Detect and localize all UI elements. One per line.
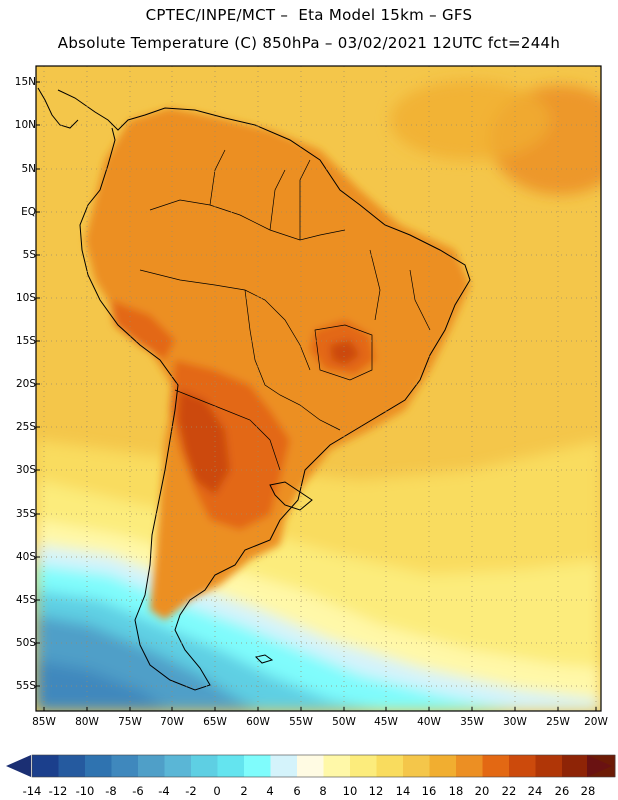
lat-label: 10S — [15, 292, 36, 304]
colorbar-swatch — [535, 755, 563, 777]
colorbar-label: 0 — [213, 784, 221, 798]
colorbar-swatch — [111, 755, 139, 777]
lat-label: 30S — [15, 464, 36, 476]
chart-title: CPTEC/INPE/MCT – Eta Model 15km – GFS — [145, 6, 473, 24]
colorbar-swatch — [270, 755, 298, 777]
colorbar-label: -10 — [75, 784, 95, 798]
colorbar-swatch — [244, 755, 271, 777]
lat-label: 15N — [14, 76, 36, 88]
country-borders — [139, 149, 431, 471]
colorbar-label: -6 — [132, 784, 144, 798]
colorbar-label: 10 — [342, 784, 358, 798]
colorbar-label: 12 — [368, 784, 384, 798]
colorbar-swatch — [350, 755, 377, 777]
lon-label: 35W — [460, 716, 484, 728]
colorbar-swatch — [376, 755, 404, 777]
colorbar-label: 24 — [527, 784, 543, 798]
axis-ticks — [36, 81, 597, 711]
temperature-field — [36, 66, 601, 711]
lon-label: 40W — [417, 716, 441, 728]
coastline — [37, 87, 471, 691]
colorbar-label: 4 — [266, 784, 274, 798]
lon-label: 60W — [246, 716, 270, 728]
lat-label: 40S — [15, 551, 36, 563]
lon-label: 65W — [203, 716, 227, 728]
lat-label: 35S — [15, 508, 36, 520]
colorbar-under-arrow — [6, 755, 31, 777]
lon-label: 55W — [289, 716, 313, 728]
lon-label: 50W — [332, 716, 356, 728]
colorbar-swatch — [323, 755, 351, 777]
lat-label: 50S — [15, 637, 36, 649]
colorbar-swatch — [297, 755, 324, 777]
colorbar-label: 28 — [580, 784, 596, 798]
lon-label: 30W — [503, 716, 527, 728]
colorbar-label: 26 — [554, 784, 570, 798]
lat-label: 55S — [15, 680, 36, 692]
colorbar-label: 20 — [474, 784, 490, 798]
lat-label: 45S — [15, 594, 36, 606]
colorbar-label: -2 — [185, 784, 197, 798]
colorbar-swatch — [191, 755, 218, 777]
colorbar-swatch — [403, 755, 430, 777]
colorbar-frame — [31, 754, 616, 778]
lon-label: 80W — [75, 716, 99, 728]
map-frame — [35, 65, 602, 712]
colorbar-swatch — [482, 755, 510, 777]
colorbar-label: -4 — [158, 784, 170, 798]
lat-label: 15S — [15, 335, 36, 347]
colorbar-swatch — [138, 755, 165, 777]
lat-label: 20S — [15, 378, 36, 390]
colorbar-swatch — [85, 755, 112, 777]
chart-subtitle: Absolute Temperature (C) 850hPa – 03/02/… — [57, 34, 561, 52]
lat-label: 25S — [15, 421, 36, 433]
lon-label: 25W — [546, 716, 570, 728]
lon-label: 20W — [584, 716, 608, 728]
lon-label: 45W — [374, 716, 398, 728]
colorbar-label: -8 — [105, 784, 117, 798]
colorbar-label: 6 — [293, 784, 301, 798]
colorbar-swatches — [31, 754, 616, 778]
colorbar-label: -12 — [48, 784, 68, 798]
colorbar-over-arrow — [587, 755, 612, 777]
colorbar-swatch — [429, 755, 457, 777]
colorbar-label: -14 — [22, 784, 42, 798]
colorbar-label: 14 — [395, 784, 411, 798]
colorbar-label: 18 — [448, 784, 464, 798]
lon-label: 70W — [160, 716, 184, 728]
lat-grid — [36, 81, 601, 687]
colorbar-swatch — [562, 755, 589, 777]
lat-label: 10N — [14, 119, 36, 131]
colorbar-label: 8 — [319, 784, 327, 798]
colorbar-swatch — [509, 755, 536, 777]
colorbar-swatch — [217, 755, 245, 777]
lat-label: 5N — [21, 163, 36, 175]
colorbar-swatch — [164, 755, 192, 777]
colorbar-label: 2 — [240, 784, 248, 798]
colorbar-swatch — [32, 755, 59, 777]
colorbar-label: 22 — [501, 784, 517, 798]
lon-label: 75W — [118, 716, 142, 728]
colorbar-swatch — [456, 755, 483, 777]
lat-label: EQ — [21, 206, 36, 218]
lat-label: 5S — [22, 249, 36, 261]
colorbar-swatch — [58, 755, 86, 777]
lon-label: 85W — [32, 716, 56, 728]
colorbar-label: 16 — [421, 784, 437, 798]
